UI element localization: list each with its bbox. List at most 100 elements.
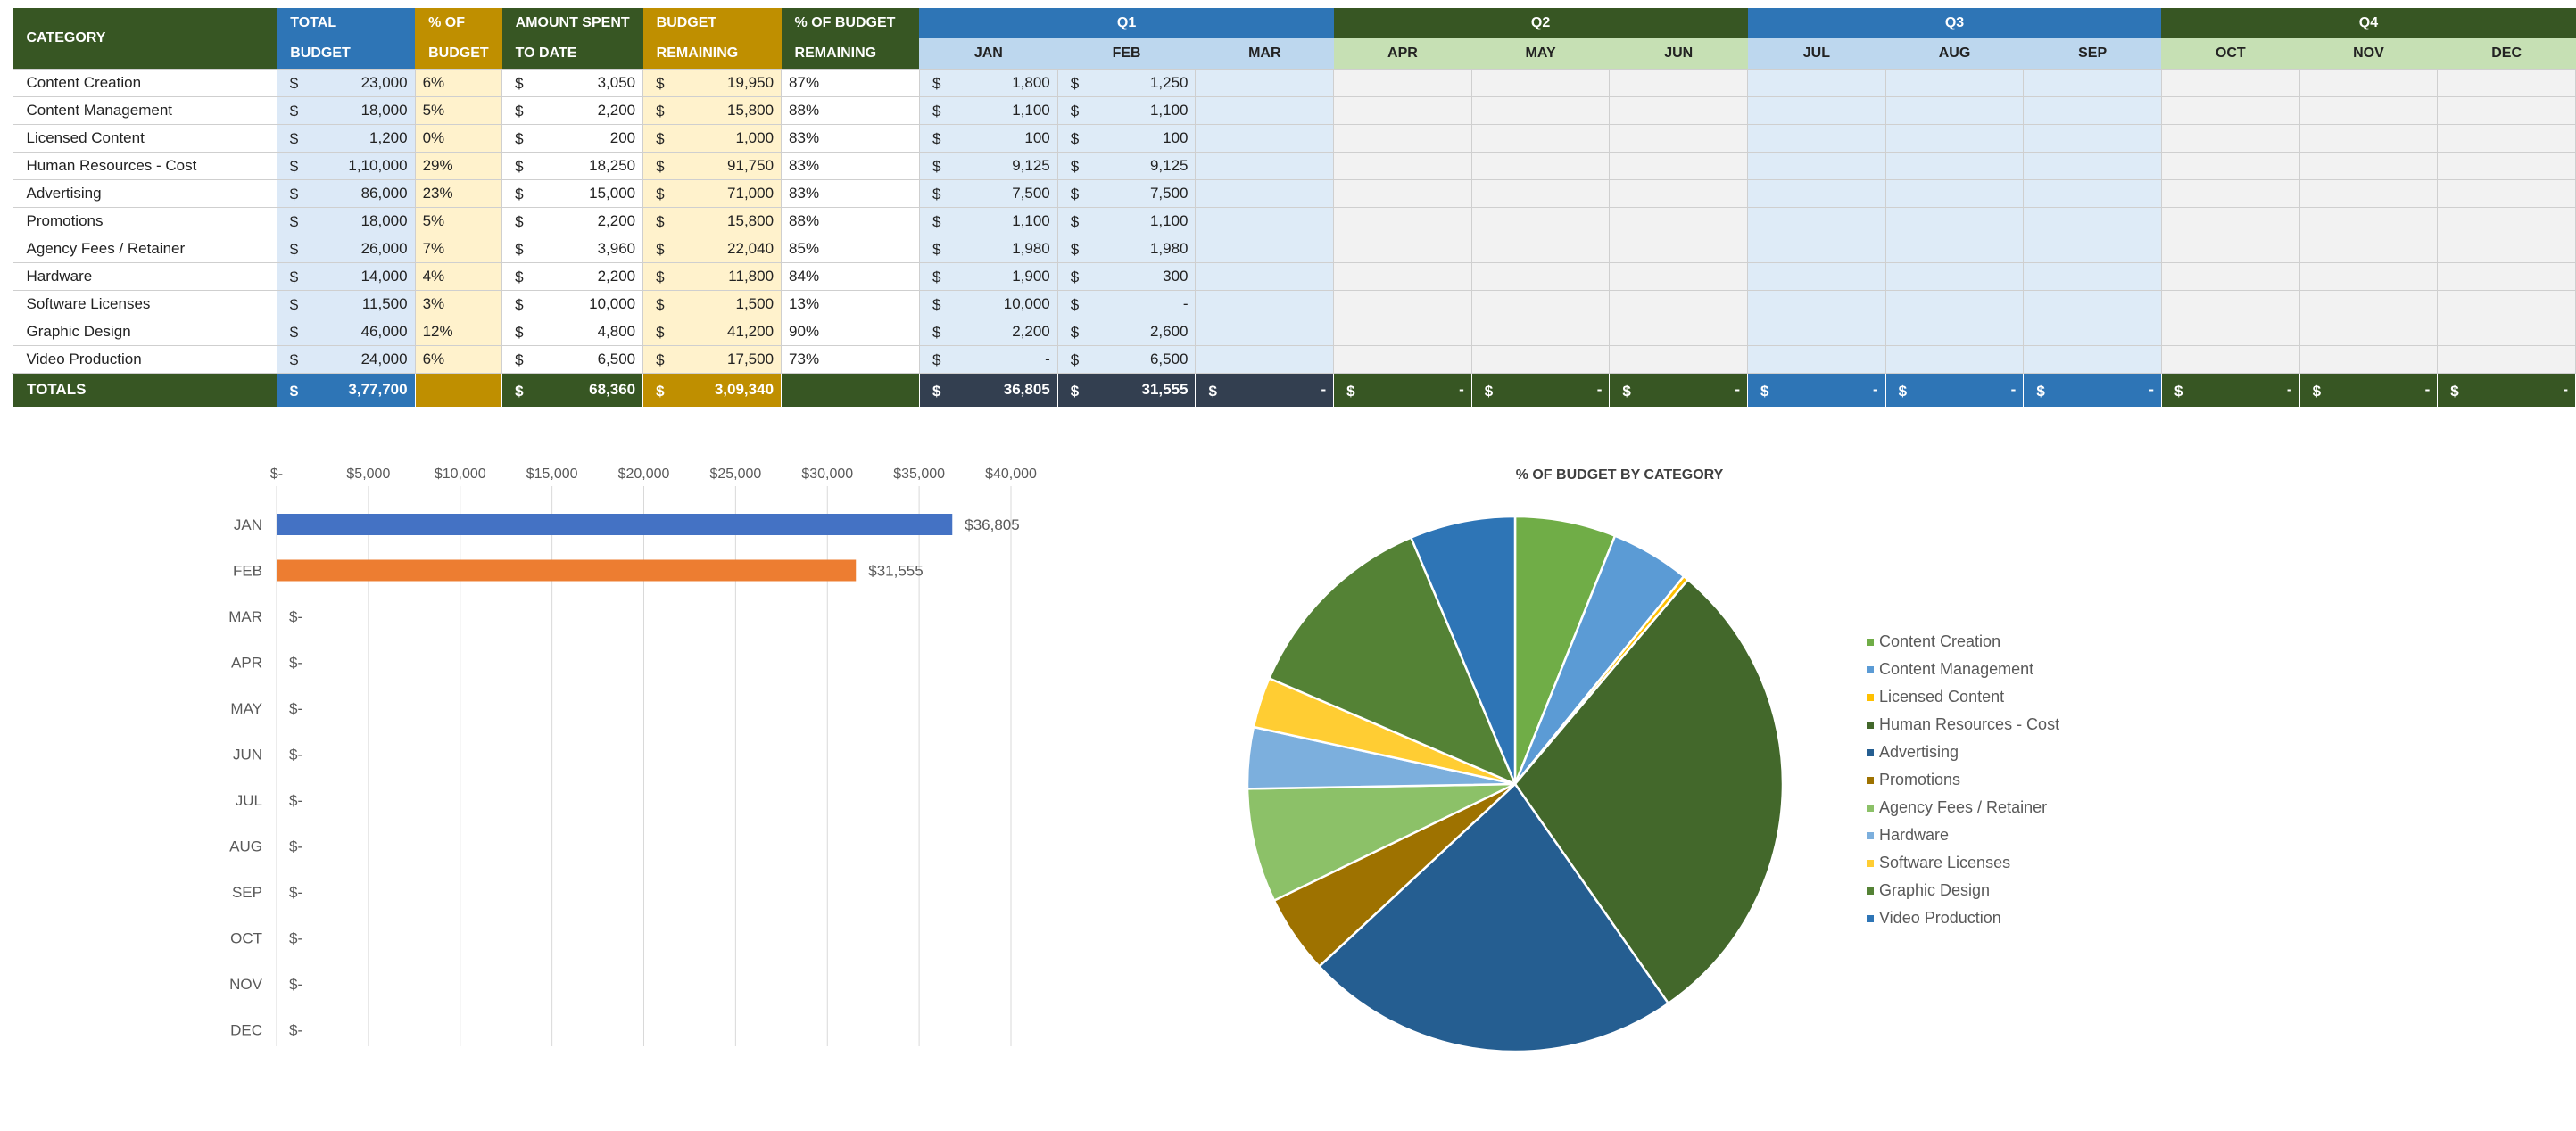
y-category-label: MAY	[230, 700, 262, 717]
jan-cell-value: 9,125	[1012, 156, 1050, 174]
currency-symbol: $	[289, 74, 299, 92]
month-cell-empty	[2437, 344, 2576, 374]
budget-remaining-cell-value: 15,800	[727, 211, 774, 229]
category-cell: Agency Fees / Retainer	[12, 234, 277, 263]
month-header-feb: FEB	[1057, 38, 1196, 69]
jan-cell: $1,980	[918, 234, 1058, 263]
legend-swatch	[1867, 915, 1874, 922]
budget-remaining-cell: $15,800	[642, 95, 783, 125]
month-cell-empty	[2160, 123, 2300, 153]
total-budget-cell-value: 86,000	[360, 184, 408, 202]
amount-spent-cell: $15,000	[501, 178, 644, 208]
totals-month-cell: $ -	[2023, 372, 2162, 408]
month-cell-empty	[1747, 95, 1886, 125]
month-cell-empty	[1884, 178, 2025, 208]
month-cell-empty	[1470, 344, 1611, 374]
month-cell-empty	[2299, 261, 2439, 291]
totals-month-cell: $ -	[1333, 372, 1472, 408]
table-row: Content Management $18,000 5% $2,200 $15,800…	[12, 95, 2576, 125]
budget-remaining-cell-value: 41,200	[727, 322, 774, 340]
jan-cell: $ -	[918, 344, 1058, 374]
month-cell-empty	[1609, 261, 1749, 291]
feb-cell: $ -	[1056, 289, 1197, 318]
total-budget-cell: $86,000	[276, 178, 416, 208]
legend-swatch	[1867, 887, 1874, 895]
legend-entry: Hardware	[1879, 826, 1949, 844]
pie-chart-title: % OF BUDGET BY CATEGORY	[1516, 467, 1724, 483]
jan-cell: $100	[918, 123, 1058, 153]
month-cell-empty	[1195, 95, 1335, 125]
legend-entry: Promotions	[1879, 771, 1960, 788]
currency-symbol: $	[656, 268, 665, 285]
feb-cell-value: 9,125	[1149, 156, 1189, 174]
amount-spent-cell: $18,250	[501, 151, 644, 180]
amount-spent-cell-value: 18,250	[589, 156, 636, 174]
month-cell-empty	[1470, 95, 1611, 125]
amount-spent-cell: $6,500	[501, 344, 644, 374]
budget-remaining-cell: $41,200	[642, 317, 783, 346]
y-category-label: SEP	[232, 884, 262, 901]
y-category-label: NOV	[229, 976, 263, 993]
x-tick-label: $40,000	[985, 466, 1037, 482]
currency-symbol: $	[932, 74, 941, 92]
jan-cell: $1,100	[918, 95, 1058, 125]
currency-symbol: $	[515, 351, 524, 368]
budget-remaining-cell: $22,040	[642, 234, 783, 263]
budget-remaining-cell-value: 15,800	[727, 101, 774, 119]
budget-remaining-cell-value: 22,040	[727, 239, 774, 257]
currency-symbol: $	[289, 268, 299, 285]
month-cell-empty	[1884, 234, 2025, 263]
legend-swatch	[1867, 805, 1874, 812]
budget-remaining-cell-value: 11,800	[728, 267, 774, 285]
month-cell-empty	[2023, 234, 2162, 263]
pct-budget-cell: 3%	[414, 289, 503, 318]
y-category-label: JUL	[236, 792, 262, 809]
currency-symbol: $	[1070, 323, 1080, 341]
bar-data-label: $-	[289, 1022, 302, 1039]
x-tick-label: $25,000	[709, 466, 761, 482]
currency-symbol: $	[1484, 382, 1494, 400]
month-cell-empty	[1747, 206, 1886, 235]
pct-remaining-cell: 85%	[781, 234, 920, 263]
month-cell-empty	[2023, 151, 2162, 180]
currency-symbol: $	[932, 351, 941, 368]
category-cell: Software Licenses	[12, 289, 277, 318]
y-category-label: FEB	[233, 563, 262, 580]
totals-month-cell-value: -	[1873, 381, 1878, 398]
jan-cell-value: 100	[1024, 128, 1050, 146]
currency-symbol: $	[515, 268, 524, 285]
currency-symbol: $	[1070, 129, 1080, 147]
budget-remaining-cell-value: 1,500	[735, 294, 774, 312]
table-row: Advertising $86,000 23% $15,000 $71,000 83% $7…	[12, 178, 2576, 208]
month-cell-empty	[1609, 234, 1749, 263]
month-cell-empty	[1884, 289, 2025, 318]
month-cell-empty	[2160, 344, 2300, 374]
jan-cell-value: -	[1045, 350, 1050, 367]
pct-remaining-header-2: REMAINING	[781, 38, 920, 69]
month-cell-empty	[2437, 234, 2576, 263]
month-cell-empty	[1609, 151, 1749, 180]
month-cell-empty	[2023, 344, 2162, 374]
month-cell-empty	[1747, 234, 1886, 263]
table-row: Licensed Content $1,200 0% $200 $1,000 83% $10…	[12, 123, 2576, 153]
currency-symbol: $	[515, 74, 524, 92]
bar-data-label: $-	[289, 884, 302, 901]
amount-spent-cell-value: 3,050	[597, 73, 636, 91]
total-budget-cell-value: 18,000	[360, 211, 408, 229]
currency-symbol: $	[289, 295, 299, 313]
table-row: Content Creation $23,000 6% $3,050 $19,950 87…	[12, 68, 2576, 97]
currency-symbol: $	[2174, 382, 2183, 400]
totals-month-cell-value: -	[1459, 381, 1464, 398]
totals-month-cell: $ -	[2437, 372, 2576, 408]
amount-spent-cell: $2,200	[501, 95, 644, 125]
month-cell-empty	[1195, 317, 1335, 346]
currency-symbol: $	[656, 212, 665, 230]
month-cell-empty	[1195, 151, 1335, 180]
category-cell: Content Creation	[12, 68, 277, 97]
x-tick-label: $-	[270, 466, 283, 482]
x-tick-label: $35,000	[893, 466, 945, 482]
budget-remaining-cell: $19,950	[642, 68, 783, 97]
month-cell-empty	[2437, 178, 2576, 208]
month-cell-empty	[1333, 151, 1472, 180]
totals-jan-cell: $36,805	[918, 372, 1058, 408]
